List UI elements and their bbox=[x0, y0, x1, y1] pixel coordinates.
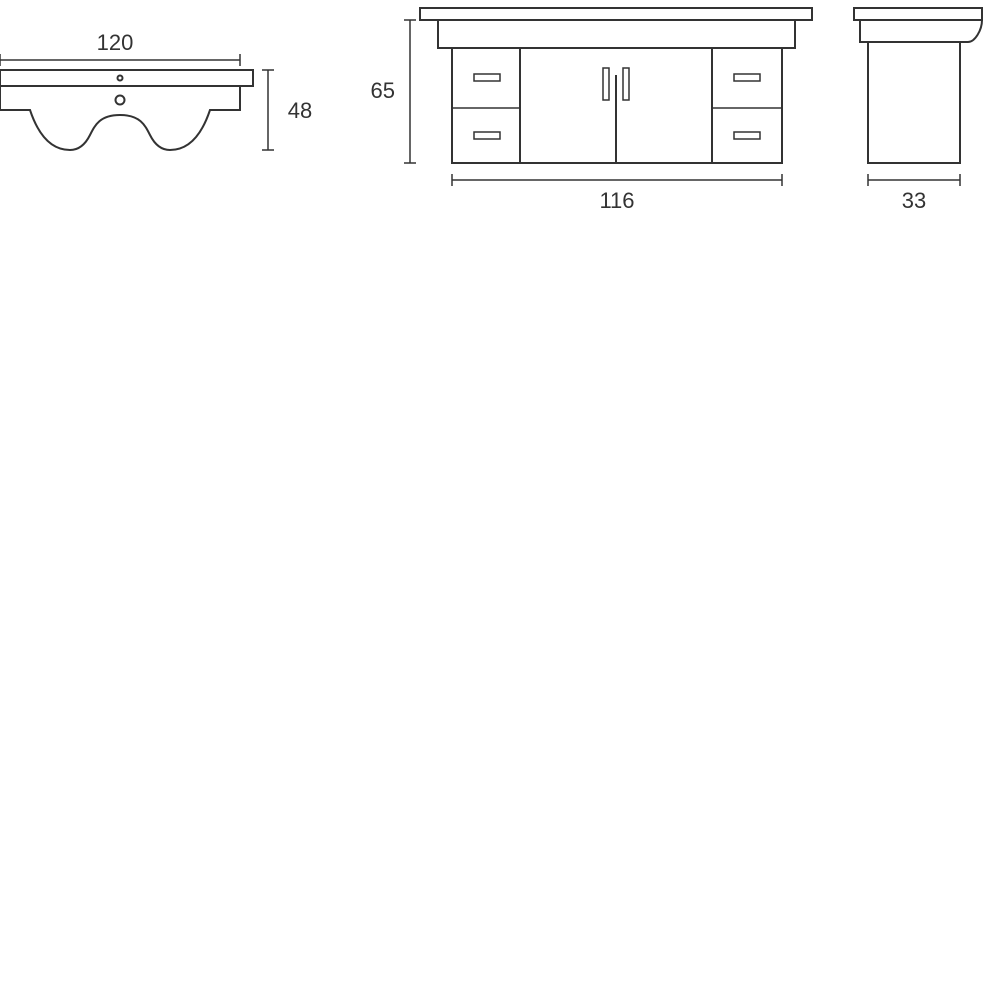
dim-label-65: 65 bbox=[371, 78, 395, 103]
dim-label-33: 33 bbox=[902, 188, 926, 213]
front-view: 65 116 bbox=[371, 8, 812, 213]
side-view: 33 bbox=[854, 8, 982, 213]
dim-label-116: 116 bbox=[599, 188, 634, 213]
dim-label-120: 120 bbox=[97, 30, 134, 55]
top-view: 120 48 bbox=[0, 30, 312, 150]
technical-drawing: 120 48 bbox=[0, 0, 1000, 1000]
dim-label-48: 48 bbox=[288, 98, 312, 123]
